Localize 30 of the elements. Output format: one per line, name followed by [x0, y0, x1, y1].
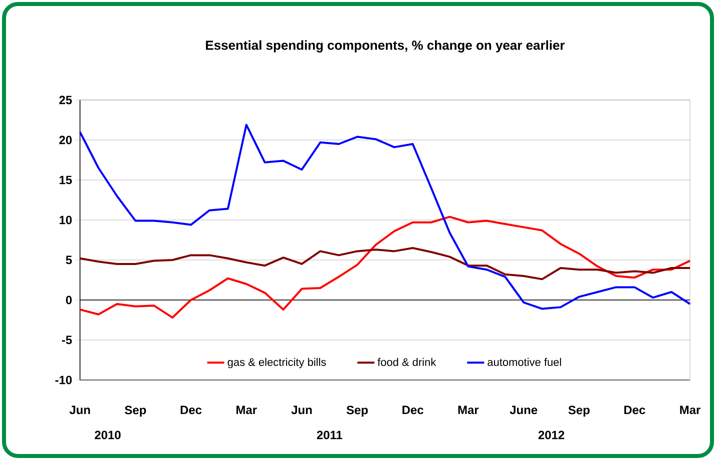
y-tick-label: 25	[59, 96, 72, 104]
x-tick-label: June	[510, 406, 538, 414]
y-tick-label: -5	[62, 336, 72, 344]
y-tick-label: 10	[60, 216, 72, 224]
x-tick-label: Dec	[402, 406, 424, 414]
legend-label: automotive fuel	[488, 358, 562, 366]
x-tick-label: Mar	[236, 406, 257, 414]
line-series	[79, 216, 691, 319]
y-tick-label: 0	[66, 296, 72, 304]
text: 2010	[94, 430, 121, 440]
x-tick-label: Sep	[346, 406, 368, 417]
text: 2011	[316, 430, 342, 440]
x-tick-label: Sep	[568, 406, 590, 417]
x-tick-label: Jun	[291, 406, 312, 414]
x-tick-label: Dec	[180, 406, 202, 414]
x-tick-label: Jun	[70, 406, 90, 414]
x-tick-label: Mar	[680, 406, 700, 414]
y-tick-label: -10	[55, 376, 72, 384]
y-tick-label: 15	[60, 176, 72, 184]
legend-label: gas & electricity bills	[228, 358, 326, 368]
x-tick-label: Mar	[458, 406, 479, 414]
y-tick-label: 5	[66, 256, 72, 264]
chart-title: Essential spending components, % change on year earlier	[206, 40, 565, 52]
line-series	[79, 124, 691, 310]
text: 2012	[538, 430, 564, 440]
line-series	[79, 246, 691, 280]
x-tick-label: Dec	[624, 406, 646, 414]
y-tick-label: 20	[59, 136, 72, 144]
legend-label: food & drink	[378, 358, 436, 366]
x-tick-label: Sep	[124, 406, 146, 417]
